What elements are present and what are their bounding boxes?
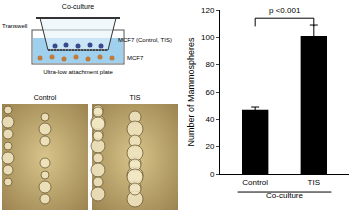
- svg-text:0: 0: [210, 170, 215, 179]
- svg-text:Co-culture: Co-culture: [266, 191, 303, 200]
- svg-text:MCF7: MCF7: [127, 55, 144, 61]
- svg-text:MCF7 (Control, TIS): MCF7 (Control, TIS): [118, 37, 172, 43]
- svg-text:Control: Control: [34, 94, 57, 101]
- svg-text:60: 60: [205, 88, 214, 97]
- svg-text:p <0.001: p <0.001: [269, 6, 301, 15]
- svg-text:120: 120: [201, 6, 215, 15]
- svg-text:100: 100: [201, 33, 215, 42]
- svg-text:TIS: TIS: [308, 178, 320, 187]
- svg-text:Number of Mammospheres: Number of Mammospheres: [186, 37, 196, 147]
- svg-text:Ultra-low attachment plate: Ultra-low attachment plate: [43, 69, 113, 75]
- svg-text:20: 20: [205, 142, 214, 151]
- svg-text:Control: Control: [242, 178, 268, 187]
- svg-text:80: 80: [205, 60, 214, 69]
- svg-text:40: 40: [205, 115, 214, 124]
- svg-text:TIS: TIS: [130, 94, 141, 101]
- svg-text:Transwell: Transwell: [2, 23, 27, 29]
- svg-text:Co-culture: Co-culture: [62, 3, 94, 10]
